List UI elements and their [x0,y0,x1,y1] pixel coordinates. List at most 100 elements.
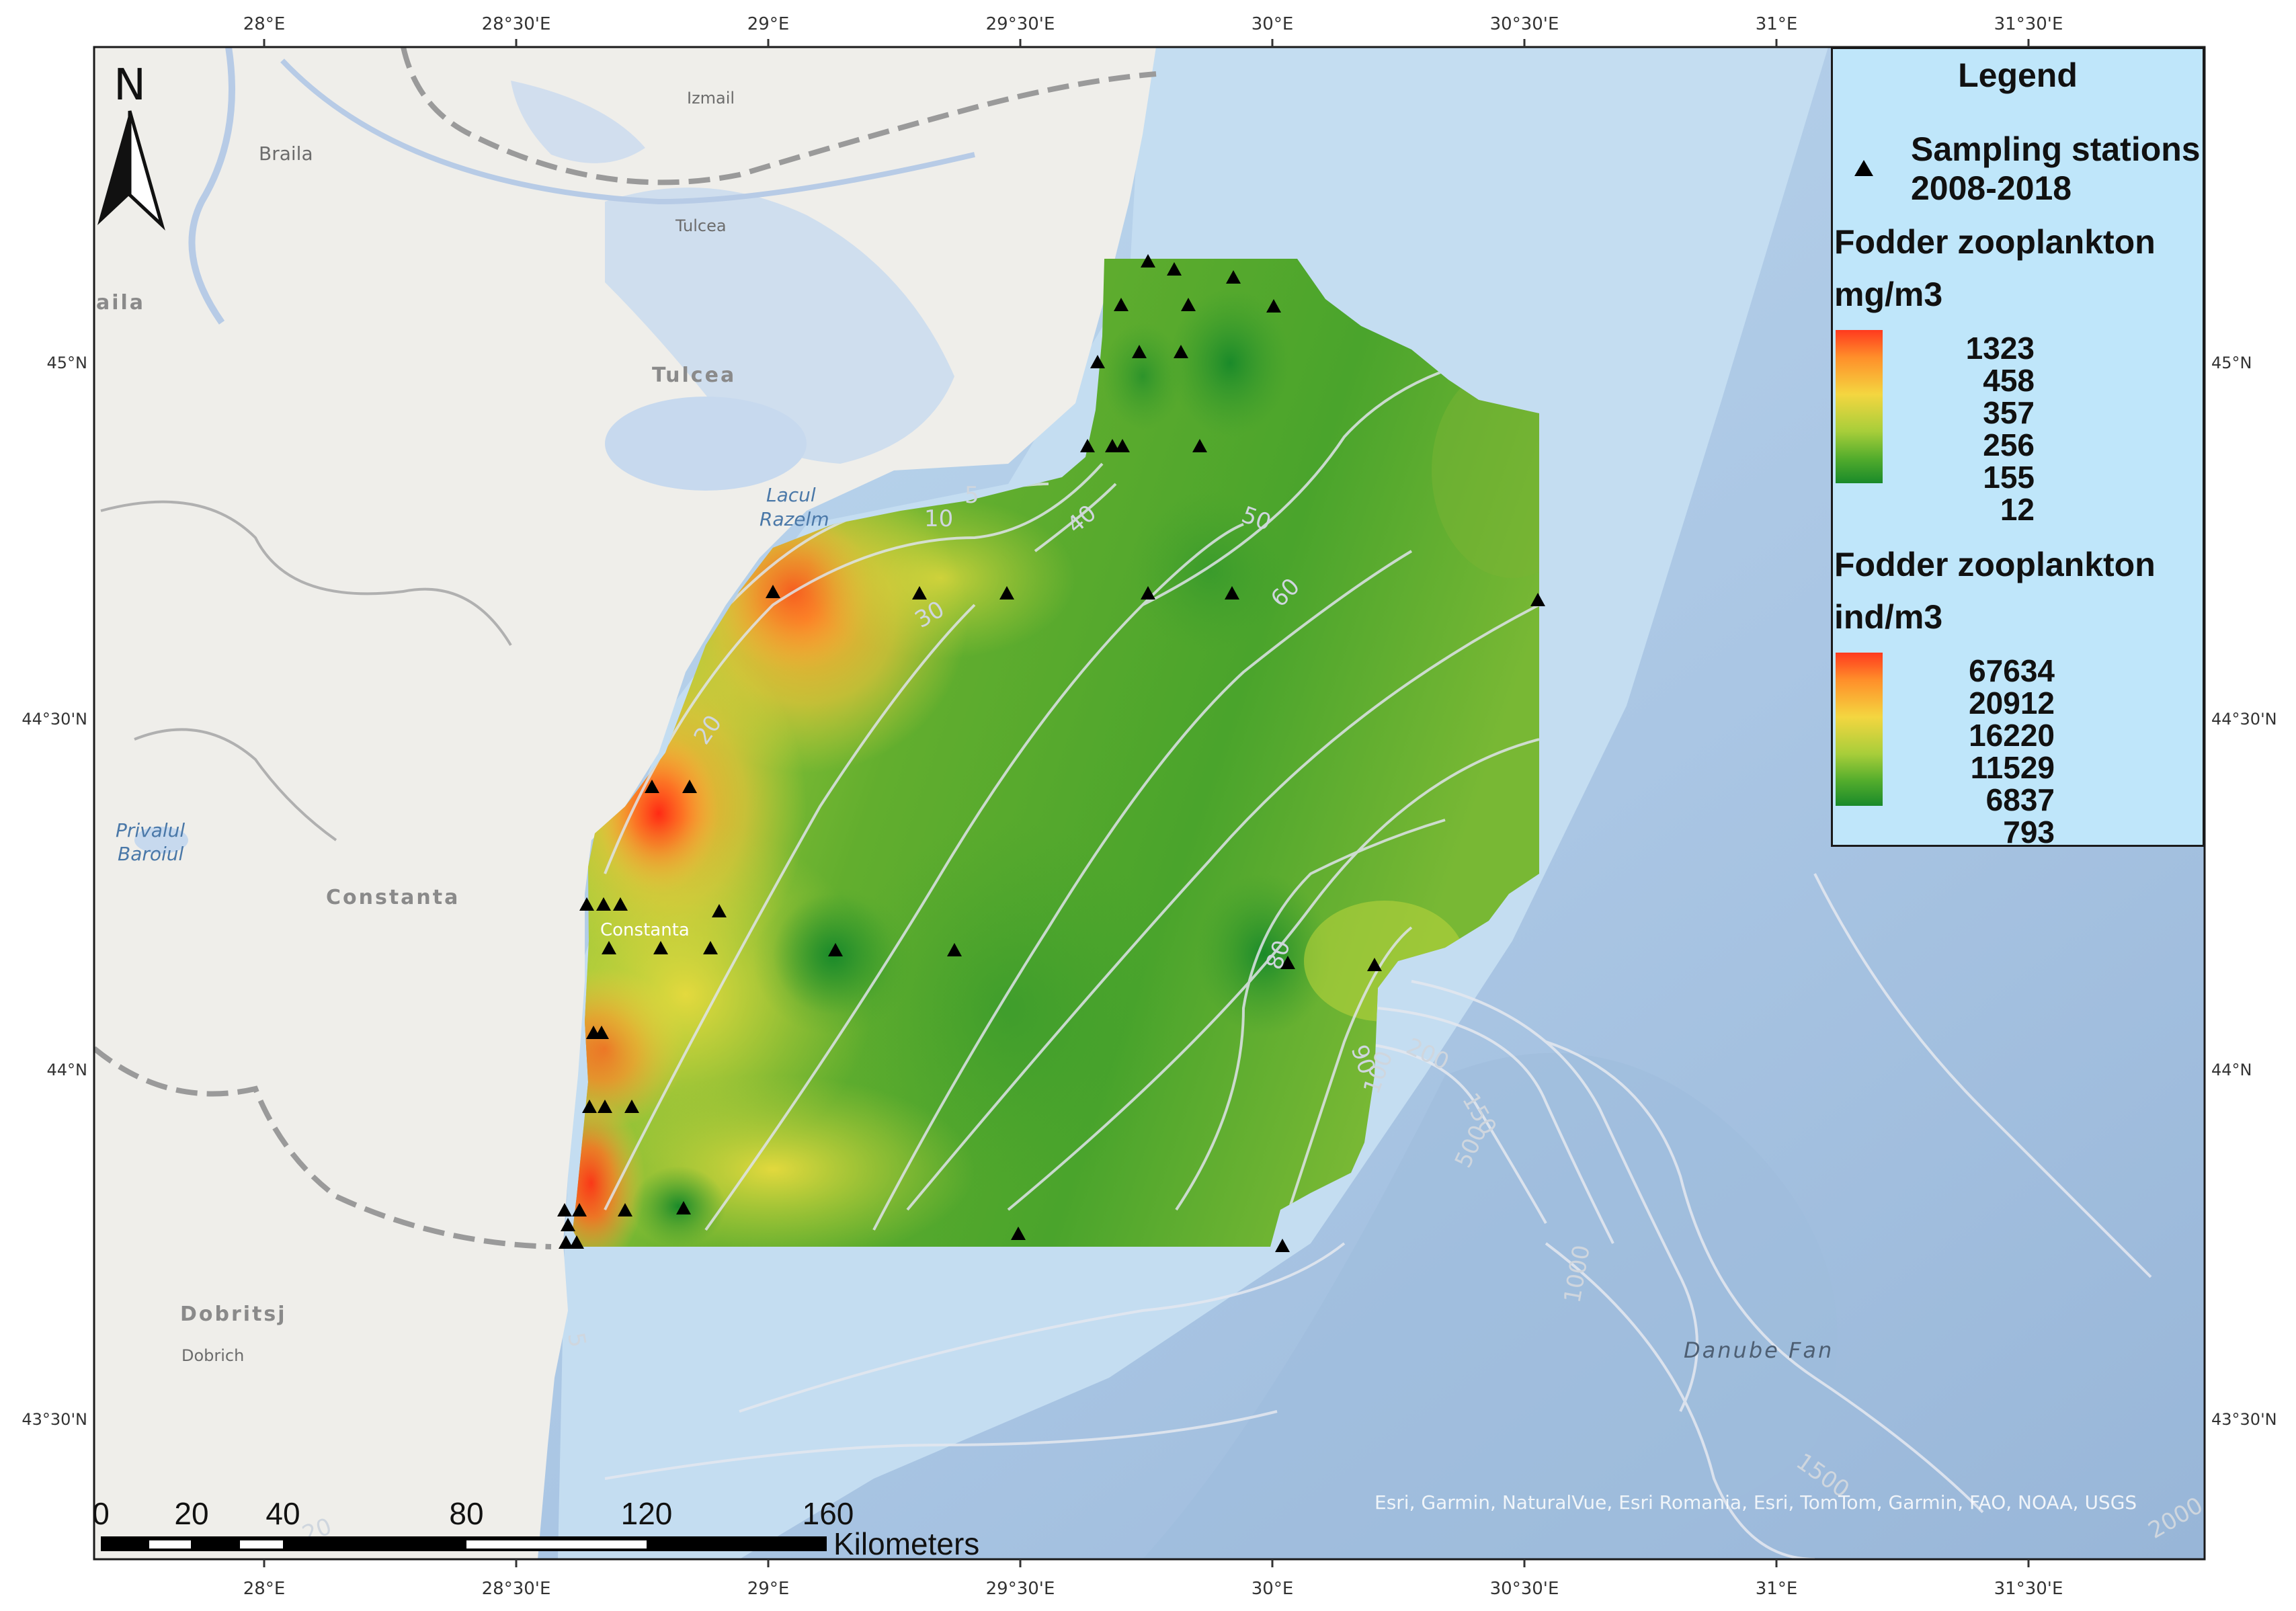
lon-label: 28°30'E [482,1579,551,1599]
station-marker [1115,439,1130,452]
scale-tick-label: 20 [174,1496,209,1531]
station-marker [999,586,1014,600]
station-marker [1105,439,1120,452]
station-marker [624,1100,639,1113]
station-marker [676,1201,691,1214]
lon-label: 30°E [1252,14,1294,34]
lon-label: 28°30'E [482,14,551,34]
station-marker [594,1026,609,1039]
station-marker [1141,254,1155,267]
legend-abundance-unit: ind/m3 [1834,598,1943,636]
scale-tick-label: 0 [92,1496,110,1531]
lon-label: 30°30'E [1490,14,1559,34]
station-marker [613,897,628,911]
station-marker [1226,270,1241,284]
station-marker [645,780,659,793]
northern-lake [511,81,645,163]
lon-label: 28°E [243,1579,286,1599]
station-marker [579,897,594,911]
station-marker [1530,593,1545,606]
station-marker [1080,439,1095,452]
legend-biomass-title: Fodder zooplankton [1834,223,2156,261]
station-legend-icon [1854,160,1873,176]
legend-panel: Legend Sampling stations 2008-2018 Fodde… [1831,47,2205,850]
scale-bar-segment [466,1540,647,1548]
county-boundary-2 [134,728,337,841]
station-marker [602,941,616,954]
lon-label: 29°E [747,1579,790,1599]
label-constanta-city: Constanta [600,920,690,940]
abundance-color-ramp [1836,653,1883,806]
station-marker [559,1235,573,1249]
danube-delta-lakes [605,188,954,464]
county-boundary [100,500,512,647]
national-border-north [401,47,1157,185]
lon-label: 29°E [747,14,790,34]
north-arrow-left [97,111,130,225]
station-marker [1266,299,1281,313]
station-marker [712,904,727,917]
label-danube-fan: Danube Fan [1684,1337,1834,1363]
bathymetry-contours [604,873,2152,1559]
station-marker [618,1203,632,1216]
station-marker [912,586,927,600]
label-braila: Braila [259,142,313,165]
scale-unit-label: Kilometers [833,1526,980,1561]
attribution-text: Esri, Garmin, NaturalVue, Esri Romania, … [1375,1491,2137,1514]
north-arrow-right [128,110,165,231]
legend-abundance-title: Fodder zooplankton [1834,546,2156,583]
scale-tick-label: 40 [265,1496,300,1531]
top-lon-labels: 28°E 28°30'E 29°E 29°30'E 30°E 30°30'E 3… [243,14,2063,34]
station-marker [1132,345,1147,358]
station-marker [572,1203,587,1216]
danube-branch [280,58,975,205]
scale-bar-segment [149,1540,191,1548]
legend-value: 16220 [1969,718,2055,753]
legend-value: 256 [1983,427,2035,462]
station-marker [561,1218,575,1231]
place-labels: Izmail Braila aila Tulcea Tulcea Lacul R… [96,89,1834,1365]
station-marker [596,897,611,911]
national-border-south [94,1046,552,1249]
station-marker [1275,1239,1290,1252]
station-marker [1181,298,1196,311]
station-marker [598,1100,612,1113]
station-marker [569,1235,584,1249]
station-marker [582,1100,597,1113]
label-tulcea-region: Tulcea [652,364,736,387]
bottom-lon-labels: 28°E 28°30'E 29°E 29°30'E 30°E 30°30'E 3… [243,1579,2063,1599]
lat-label: 44°N [47,1061,88,1079]
lon-label: 31°30'E [1994,14,2063,34]
legend-value: 20912 [1969,686,2055,720]
label-izmail: Izmail [687,89,735,108]
station-marker [653,941,668,954]
station-marker [703,941,718,954]
label-braila-region: aila [96,291,145,315]
north-arrow: N [97,60,165,231]
privalul-water [134,827,188,854]
legend-value: 458 [1983,363,2035,398]
legend-value: 12 [2000,492,2035,527]
lon-label: 28°E [243,14,286,34]
deep-basin-relief [1143,1052,1838,1559]
legend-value: 67634 [1969,653,2055,688]
depth-label: 5 [965,482,979,509]
label-dobritsj: Dobritsj [180,1303,287,1326]
legend-value: 11529 [1970,750,2055,785]
lon-label: 31°30'E [1994,1579,2063,1599]
station-marker [1174,345,1188,358]
legend-value: 155 [1983,460,2035,495]
scale-bar-outline [101,1536,827,1551]
label-razelm: Razelm [760,508,829,530]
station-marker [682,780,697,793]
station-marker [1090,355,1105,368]
station-marker [1280,956,1295,969]
scale-tick-label: 120 [620,1496,673,1531]
lon-label: 30°30'E [1490,1579,1559,1599]
lon-label: 29°30'E [986,14,1055,34]
station-marker [766,585,780,598]
lat-label: 45°N [47,354,88,372]
lon-label: 31°E [1756,1579,1798,1599]
station-marker [1367,958,1382,971]
scale-bar [101,1536,827,1551]
